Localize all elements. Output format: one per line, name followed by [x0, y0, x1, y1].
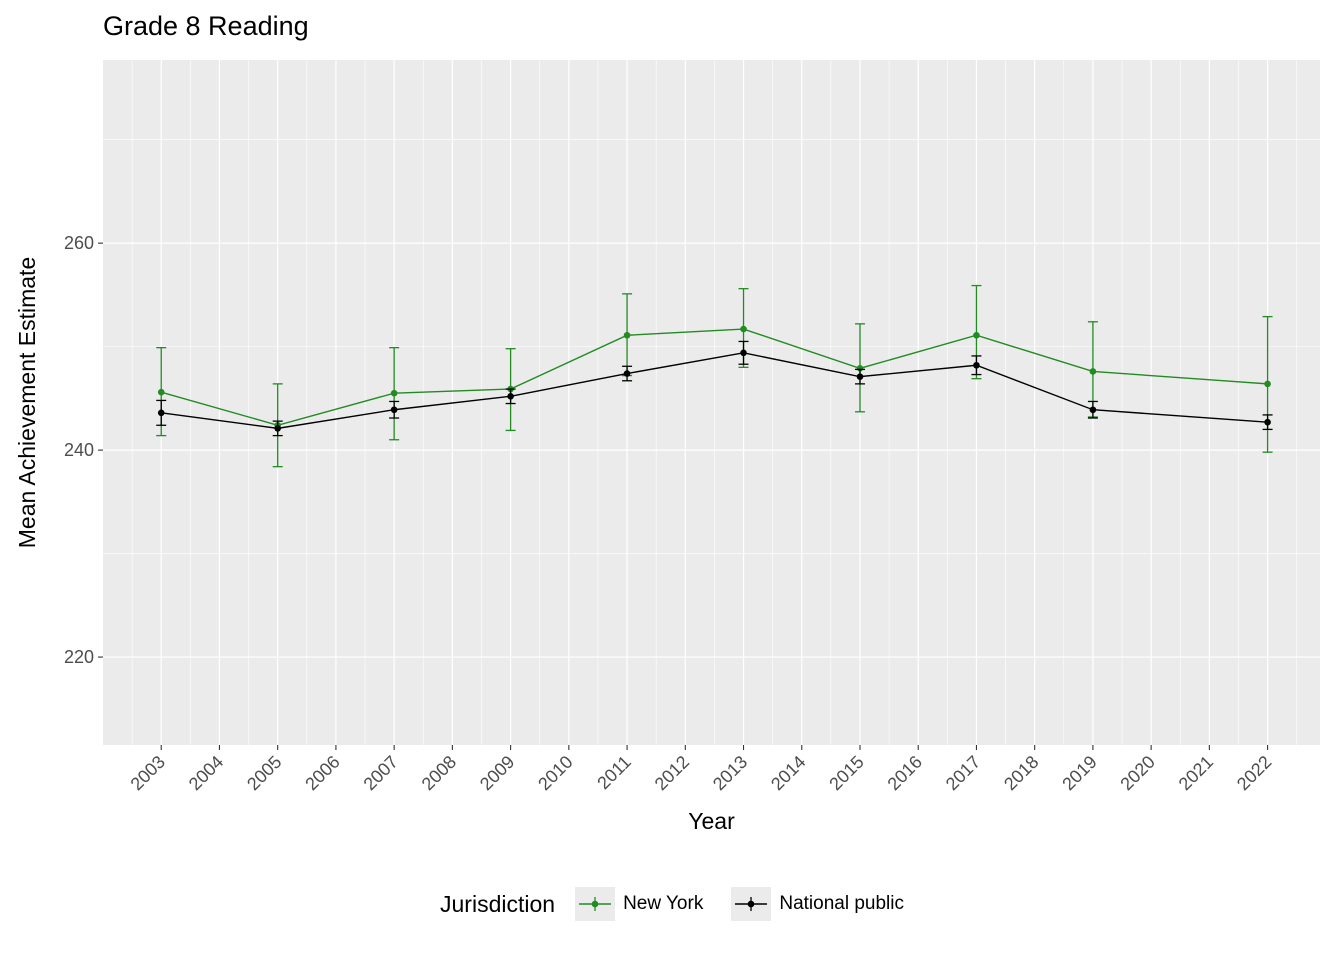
x-tick-label: 2017: [942, 752, 984, 794]
legend-item-new-york: New York: [575, 887, 703, 921]
y-axis-title-wrap: Mean Achievement Estimate: [6, 60, 50, 745]
data-point: [274, 425, 281, 432]
x-tick-label: 2003: [127, 752, 169, 794]
data-point: [1089, 368, 1097, 375]
data-point: [157, 409, 165, 417]
major-gridlines: [103, 60, 1320, 745]
series-line: [161, 328, 1268, 426]
legend-title: Jurisdiction: [440, 890, 556, 917]
x-tick-label: 2004: [185, 752, 227, 794]
x-tick-label: 2005: [243, 752, 285, 794]
x-tick-label: 2009: [476, 752, 518, 794]
data-point: [623, 370, 631, 377]
series-new-york: [156, 284, 1273, 468]
chart-title: Grade 8 Reading: [103, 11, 309, 41]
panel-background: [103, 60, 1320, 745]
data-point: [157, 388, 165, 396]
data-point: [1264, 418, 1271, 426]
x-tick-labels: 2003 2004 2005 2006 2007 2008 2009 2010 2011 2012…: [127, 752, 1276, 794]
legend-item-national-public: National public: [731, 887, 904, 921]
data-point: [390, 406, 398, 414]
x-tick-label: 2007: [360, 752, 402, 794]
y-tick-labels: 220 240 260: [64, 233, 94, 667]
axis-ticks: [98, 242, 1269, 750]
legend: Jurisdiction New York National public: [0, 880, 1344, 928]
data-point: [973, 331, 980, 339]
x-tick-label: 2022: [1233, 752, 1275, 794]
x-tick-label: 2020: [1117, 752, 1159, 794]
minor-gridlines: [103, 60, 1320, 745]
x-tick-label: 2021: [1175, 752, 1217, 794]
y-axis-title: Mean Achievement Estimate: [14, 256, 41, 549]
data-point: [856, 373, 864, 380]
x-tick-label: 2018: [1000, 752, 1042, 794]
legend-key-national-public-icon: [731, 887, 772, 921]
x-tick-label: 2015: [825, 752, 867, 794]
x-tick-label: 2010: [534, 752, 576, 794]
legend-label-new-york: New York: [623, 893, 704, 914]
y-tick-label: 260: [64, 233, 94, 253]
data-point: [740, 325, 747, 333]
plot-area: 2003 2004 2005 2006 2007 2008 2009 2010 2011 2012…: [64, 60, 1320, 794]
data-point: [1089, 406, 1097, 414]
series-national-public: [156, 340, 1273, 437]
y-tick-label: 240: [64, 440, 94, 460]
legend-items: New York National public: [575, 887, 904, 921]
x-tick-label: 2008: [418, 752, 460, 794]
data-point: [623, 331, 631, 339]
x-tick-label: 2016: [884, 752, 926, 794]
data-point: [507, 392, 514, 400]
data-point: [1264, 380, 1271, 388]
x-tick-label: 2013: [709, 752, 751, 794]
data-point: [390, 389, 398, 397]
x-tick-label: 2012: [651, 752, 693, 794]
x-tick-label: 2019: [1058, 752, 1100, 794]
series-line: [161, 352, 1268, 430]
x-tick-label: 2011: [593, 752, 635, 794]
y-tick-label: 220: [64, 647, 94, 667]
x-tick-label: 2014: [767, 752, 809, 794]
legend-label-national-public: National public: [779, 893, 904, 914]
x-axis-title: Year: [688, 808, 735, 834]
legend-key-new-york-icon: [575, 887, 616, 921]
x-tick-label: 2006: [301, 752, 343, 794]
data-point: [973, 361, 980, 369]
data-point: [740, 349, 747, 357]
